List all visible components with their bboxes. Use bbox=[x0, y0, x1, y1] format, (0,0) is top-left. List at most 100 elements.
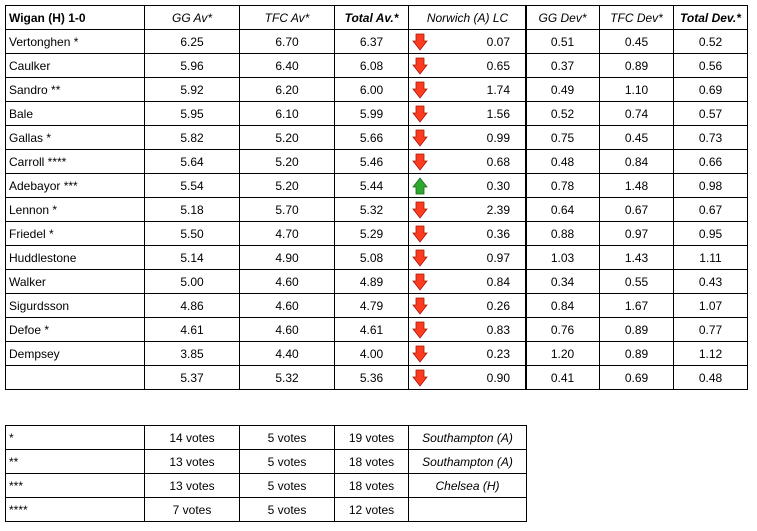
deviation-row: 0.84 1.67 1.07 bbox=[525, 293, 748, 318]
gg-votes: 13 votes bbox=[144, 449, 240, 474]
lc-value: 0.68 bbox=[486, 154, 510, 169]
total-avg: 6.37 bbox=[334, 29, 409, 54]
deviation-header-row: GG Dev* TFC Dev* Total Dev.* bbox=[525, 5, 748, 30]
player-name: Caulker bbox=[5, 53, 145, 78]
deviation-summary-row: 0.41 0.69 0.48 bbox=[525, 365, 748, 390]
total-avg-header: Total Av.* bbox=[334, 5, 409, 30]
gg-dev: 0.88 bbox=[525, 221, 600, 246]
gg-avg: 5.95 bbox=[144, 101, 240, 126]
gg-dev: 0.34 bbox=[525, 269, 600, 294]
arrow-down-icon bbox=[412, 321, 428, 339]
deviation-row: 0.76 0.89 0.77 bbox=[525, 317, 748, 342]
gg-avg: 5.82 bbox=[144, 125, 240, 150]
total-avg: 5.36 bbox=[334, 365, 409, 390]
votes-key: *** bbox=[5, 473, 145, 498]
tfc-avg: 5.20 bbox=[239, 149, 335, 174]
player-name: Adebayor *** bbox=[5, 173, 145, 198]
tfc-dev: 1.43 bbox=[599, 245, 674, 270]
deviation-row: 0.49 1.10 0.69 bbox=[525, 77, 748, 102]
total-dev: 0.95 bbox=[673, 221, 748, 246]
lc-cell: 0.99 bbox=[408, 125, 527, 150]
arrow-down-icon bbox=[412, 249, 428, 267]
gg-dev: 0.64 bbox=[525, 197, 600, 222]
lc-cell: 0.07 bbox=[408, 29, 527, 54]
tfc-avg: 6.10 bbox=[239, 101, 335, 126]
tfc-dev: 1.48 bbox=[599, 173, 674, 198]
gg-avg: 5.18 bbox=[144, 197, 240, 222]
tfc-votes: 5 votes bbox=[239, 497, 335, 522]
gg-avg: 5.92 bbox=[144, 77, 240, 102]
total-avg: 4.79 bbox=[334, 293, 409, 318]
tfc-avg: 5.70 bbox=[239, 197, 335, 222]
lc-cell: 0.90 bbox=[408, 365, 527, 390]
gg-dev: 0.49 bbox=[525, 77, 600, 102]
tfc-dev: 0.74 bbox=[599, 101, 674, 126]
lc-value: 1.56 bbox=[486, 106, 510, 121]
tfc-avg: 5.32 bbox=[239, 365, 335, 390]
total-dev: 0.67 bbox=[673, 197, 748, 222]
tfc-dev: 1.67 bbox=[599, 293, 674, 318]
lc-value: 0.99 bbox=[486, 130, 510, 145]
total-avg: 5.66 bbox=[334, 125, 409, 150]
arrow-down-icon bbox=[412, 129, 428, 147]
player-row: Huddlestone 5.14 4.90 5.08 0.97 bbox=[5, 245, 527, 270]
lc-cell: 0.68 bbox=[408, 149, 527, 174]
tfc-avg: 6.70 bbox=[239, 29, 335, 54]
tfc-avg: 4.90 bbox=[239, 245, 335, 270]
gg-dev-header: GG Dev* bbox=[525, 5, 600, 30]
tfc-avg: 6.40 bbox=[239, 53, 335, 78]
lc-value: 0.84 bbox=[486, 274, 510, 289]
lc-value: 0.65 bbox=[486, 58, 510, 73]
gg-avg: 5.50 bbox=[144, 221, 240, 246]
gg-avg: 5.14 bbox=[144, 245, 240, 270]
lc-value: 1.74 bbox=[486, 82, 510, 97]
lc-cell: 1.56 bbox=[408, 101, 527, 126]
tfc-dev: 0.89 bbox=[599, 317, 674, 342]
lc-cell: 0.26 bbox=[408, 293, 527, 318]
lc-cell: 1.74 bbox=[408, 77, 527, 102]
votes-match: Chelsea (H) bbox=[408, 473, 527, 498]
lc-cell: 0.30 bbox=[408, 173, 527, 198]
lc-cell: 0.36 bbox=[408, 221, 527, 246]
arrow-down-icon bbox=[412, 153, 428, 171]
tfc-dev: 0.89 bbox=[599, 341, 674, 366]
gg-avg: 4.86 bbox=[144, 293, 240, 318]
tfc-dev: 0.84 bbox=[599, 149, 674, 174]
tfc-avg: 4.60 bbox=[239, 317, 335, 342]
total-avg: 5.08 bbox=[334, 245, 409, 270]
player-row: Adebayor *** 5.54 5.20 5.44 0.30 bbox=[5, 173, 527, 198]
player-row: Dempsey 3.85 4.40 4.00 0.23 bbox=[5, 341, 527, 366]
votes-match: Southampton (A) bbox=[408, 425, 527, 450]
summary-row: 5.37 5.32 5.36 0.90 bbox=[5, 365, 527, 390]
gg-dev: 0.51 bbox=[525, 29, 600, 54]
gg-dev: 0.48 bbox=[525, 149, 600, 174]
lc-value: 0.97 bbox=[486, 250, 510, 265]
total-dev: 0.73 bbox=[673, 125, 748, 150]
player-name: Gallas * bbox=[5, 125, 145, 150]
lc-value: 0.26 bbox=[486, 298, 510, 313]
total-avg: 6.08 bbox=[334, 53, 409, 78]
gg-avg: 5.54 bbox=[144, 173, 240, 198]
tfc-dev: 0.67 bbox=[599, 197, 674, 222]
arrow-up-icon bbox=[412, 177, 428, 195]
player-row: Carroll **** 5.64 5.20 5.46 0.68 bbox=[5, 149, 527, 174]
total-dev: 0.52 bbox=[673, 29, 748, 54]
tfc-avg: 4.70 bbox=[239, 221, 335, 246]
total-dev: 1.11 bbox=[673, 245, 748, 270]
arrow-down-icon bbox=[412, 105, 428, 123]
total-avg: 5.29 bbox=[334, 221, 409, 246]
total-dev: 0.48 bbox=[673, 365, 748, 390]
arrow-down-icon bbox=[412, 81, 428, 99]
deviation-row: 0.88 0.97 0.95 bbox=[525, 221, 748, 246]
player-name: Vertonghen * bbox=[5, 29, 145, 54]
gg-dev: 0.75 bbox=[525, 125, 600, 150]
arrow-down-icon bbox=[412, 57, 428, 75]
lc-value: 0.30 bbox=[486, 178, 510, 193]
gg-dev: 0.78 bbox=[525, 173, 600, 198]
tfc-avg: 4.40 bbox=[239, 341, 335, 366]
player-name: Walker bbox=[5, 269, 145, 294]
arrow-down-icon bbox=[412, 369, 428, 387]
arrow-down-icon bbox=[412, 225, 428, 243]
lc-cell: 0.84 bbox=[408, 269, 527, 294]
gg-dev: 0.37 bbox=[525, 53, 600, 78]
